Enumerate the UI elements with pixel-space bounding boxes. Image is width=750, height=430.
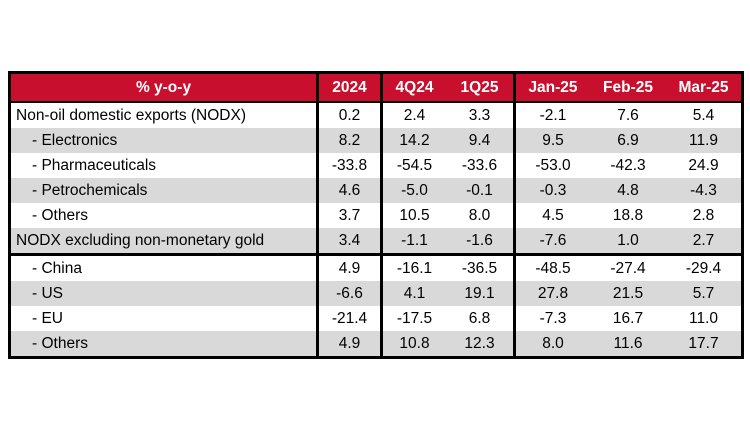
value-cell: -0.3 (513, 178, 590, 203)
header-label-yoy: % y-o-y (135, 78, 192, 96)
row-label: - US (32, 284, 63, 302)
value-cell: 9.4 (468, 131, 491, 149)
value-cell: 3.7 (316, 203, 380, 228)
value-cell: 4.6 (316, 178, 380, 203)
col-header-jan-25: Jan-25 (513, 74, 590, 101)
value-cell: -36.5 (461, 259, 498, 277)
table-row-electronics: - Electronics 8.2 14.2 9.4 9.5 6.9 11.9 (11, 128, 741, 153)
value-cell: -48.5 (513, 256, 590, 281)
table-row-eu: - EU -21.4 -17.5 6.8 -7.3 16.7 11.0 (11, 306, 741, 331)
row-label: - EU (32, 309, 63, 327)
value-cell: -1.1 (380, 228, 446, 253)
value-cell: 12.3 (464, 334, 495, 352)
value-cell: 19.1 (464, 284, 495, 302)
value-cell: 7.6 (617, 106, 639, 124)
value-cell: -0.1 (466, 181, 493, 199)
value-cell: -7.3 (513, 306, 590, 331)
table-row-others-products: - Others 3.7 10.5 8.0 4.5 18.8 2.8 (11, 203, 741, 228)
value-cell: 0.2 (316, 103, 380, 128)
value-cell: 9.5 (513, 128, 590, 153)
value-cell: 18.8 (612, 206, 644, 224)
value-cell: 11.0 (688, 309, 719, 327)
value-cell: 5.7 (692, 284, 715, 302)
value-cell: -17.5 (380, 306, 446, 331)
row-label: - Petrochemicals (32, 181, 148, 199)
value-cell: -33.8 (316, 153, 380, 178)
value-cell: -16.1 (380, 256, 446, 281)
value-cell: -54.5 (380, 153, 446, 178)
nodx-yoy-table: % y-o-y 2024 4Q24 1Q25 Jan-25 Feb-25 Mar… (8, 71, 744, 359)
table-row-china: - China 4.9 -16.1 -36.5 -48.5 -27.4 -29.… (11, 253, 741, 281)
value-cell: 5.4 (692, 106, 715, 124)
value-cell: -1.6 (466, 231, 493, 249)
value-cell: 2.7 (692, 231, 715, 249)
row-label: NODX excluding non-monetary gold (16, 231, 265, 249)
row-label: - Others (32, 334, 88, 352)
table-header-row: % y-o-y 2024 4Q24 1Q25 Jan-25 Feb-25 Mar… (11, 74, 741, 103)
value-cell: 3.3 (468, 106, 491, 124)
table-row-others-markets: - Others 4.9 10.8 12.3 8.0 11.6 17.7 (11, 331, 741, 356)
table-row-us: - US -6.6 4.1 19.1 27.8 21.5 5.7 (11, 281, 741, 306)
value-cell: -2.1 (513, 103, 590, 128)
value-cell: 2.8 (692, 206, 715, 224)
table-row-nodx-excl-gold: NODX excluding non-monetary gold 3.4 -1.… (11, 228, 741, 253)
row-label: - Pharmaceuticals (32, 156, 157, 174)
col-header-mar-25: Mar-25 (678, 78, 729, 96)
value-cell: -6.6 (316, 281, 380, 306)
value-cell: 11.9 (688, 131, 719, 149)
value-cell: -27.4 (610, 259, 646, 277)
value-cell: -33.6 (461, 156, 498, 174)
value-cell: 6.8 (468, 309, 491, 327)
value-cell: -42.3 (610, 156, 646, 174)
row-label: - Others (32, 206, 88, 224)
value-cell: 11.6 (613, 334, 643, 352)
value-cell: 8.0 (513, 331, 590, 356)
table-row-petrochemicals: - Petrochemicals 4.6 -5.0 -0.1 -0.3 4.8 … (11, 178, 741, 203)
value-cell: -29.4 (685, 259, 722, 277)
col-header-2024: 2024 (316, 74, 380, 101)
value-cell: 8.0 (468, 206, 491, 224)
value-cell: 16.7 (612, 309, 644, 327)
value-cell: 21.5 (612, 284, 644, 302)
col-header-4q24: 4Q24 (380, 74, 446, 101)
value-cell: 3.4 (316, 228, 380, 253)
table-row-nodx: Non-oil domestic exports (NODX) 0.2 2.4 … (11, 103, 741, 128)
value-cell: 10.5 (380, 203, 446, 228)
row-label: - China (32, 259, 82, 277)
row-label: Non-oil domestic exports (NODX) (16, 106, 246, 124)
col-header-1q25: 1Q25 (460, 78, 499, 96)
value-cell: -7.6 (513, 228, 590, 253)
value-cell: 4.5 (513, 203, 590, 228)
value-cell: -21.4 (316, 306, 380, 331)
value-cell: 14.2 (380, 128, 446, 153)
value-cell: -5.0 (380, 178, 446, 203)
value-cell: -53.0 (513, 153, 590, 178)
value-cell: 17.7 (688, 334, 719, 352)
value-cell: 4.9 (316, 256, 380, 281)
value-cell: 2.4 (380, 103, 446, 128)
value-cell: 27.8 (513, 281, 590, 306)
table-row-pharmaceuticals: - Pharmaceuticals -33.8 -54.5 -33.6 -53.… (11, 153, 741, 178)
col-header-feb-25: Feb-25 (603, 78, 653, 96)
value-cell: 1.0 (617, 231, 639, 249)
value-cell: 24.9 (688, 156, 719, 174)
value-cell: -4.3 (690, 181, 717, 199)
value-cell: 6.9 (617, 131, 639, 149)
row-label: - Electronics (32, 131, 118, 149)
value-cell: 4.9 (316, 331, 380, 356)
value-cell: 10.8 (380, 331, 446, 356)
value-cell: 4.8 (617, 181, 639, 199)
value-cell: 8.2 (316, 128, 380, 153)
value-cell: 4.1 (380, 281, 446, 306)
